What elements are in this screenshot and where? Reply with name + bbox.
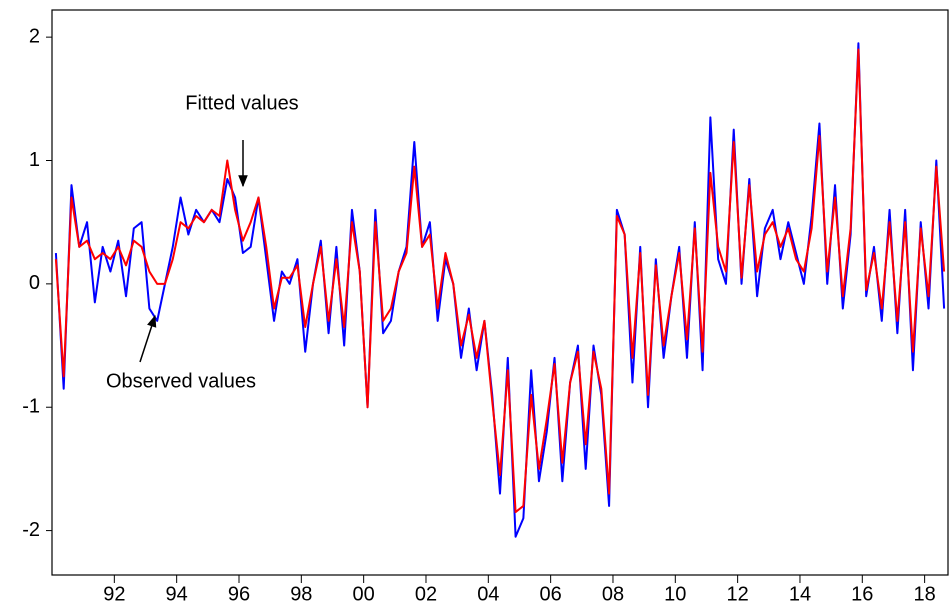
annotation: Fitted values [185,92,298,114]
x-tick-label: 18 [914,583,936,605]
x-tick-label: 02 [415,583,437,605]
x-tick-label: 92 [103,583,125,605]
x-tick-label: 06 [540,583,562,605]
x-tick-label: 00 [353,583,375,605]
x-tick-label: 14 [789,583,811,605]
y-tick-label: 2 [29,25,40,47]
x-tick-label: 08 [602,583,624,605]
x-tick-label: 10 [664,583,686,605]
y-tick-label: -1 [22,396,40,418]
plot-frame [51,9,949,576]
x-tick-label: 16 [851,583,873,605]
x-tick-label: 98 [290,583,312,605]
y-tick-label: 1 [29,149,40,171]
x-tick-label: 12 [727,583,749,605]
y-tick-label: -2 [22,519,40,541]
x-tick-label: 04 [477,583,499,605]
x-tick-label: 94 [166,583,188,605]
annotation: Observed values [106,370,256,392]
y-tick-label: 0 [29,272,40,294]
plot-area [54,42,946,538]
annotation-arrow [139,314,157,363]
series-line [54,48,946,514]
x-tick-label: 96 [228,583,250,605]
